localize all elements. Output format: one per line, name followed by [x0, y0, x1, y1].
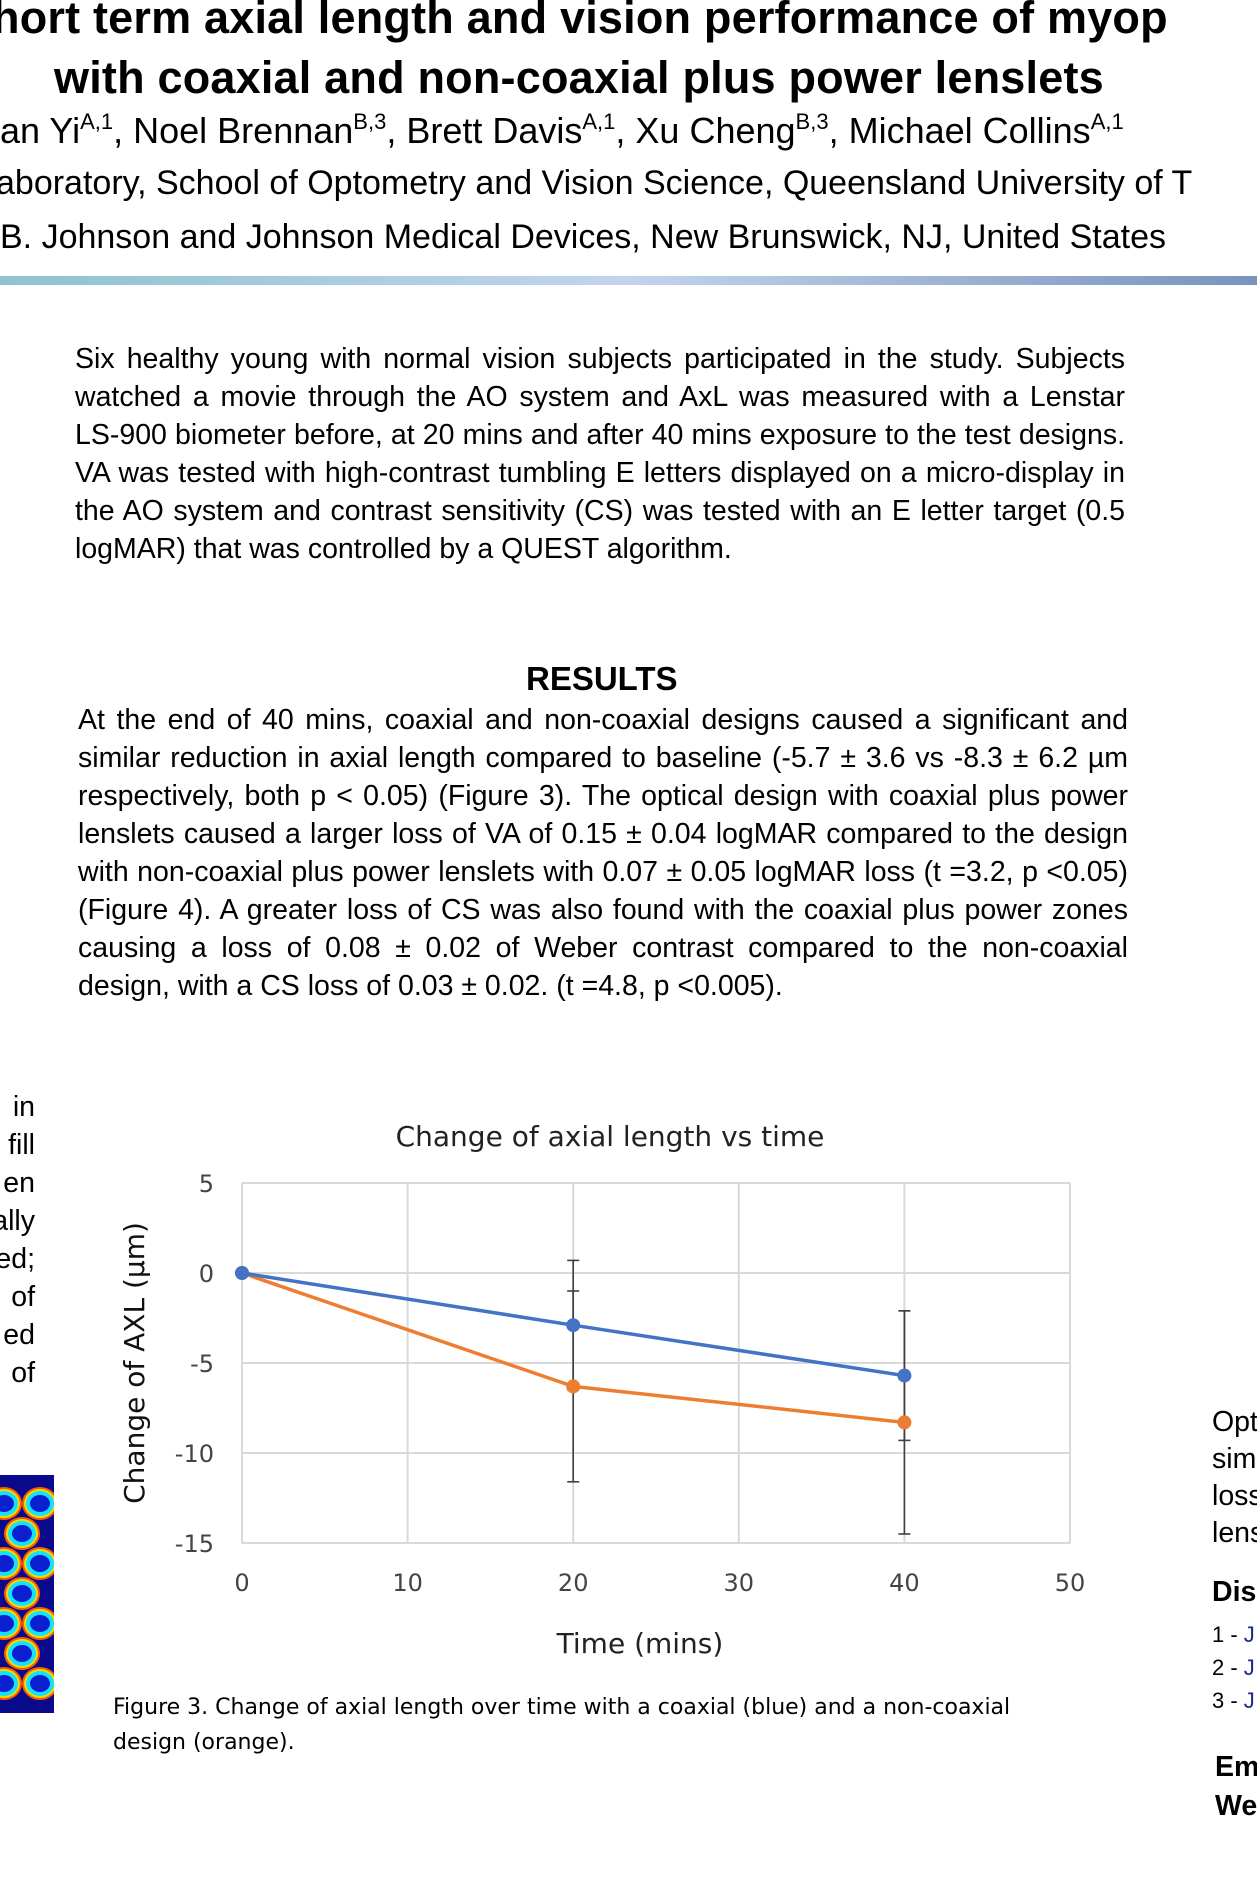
x-tick-label: 20 [558, 1569, 589, 1597]
author: Brett DavisA,1 [406, 109, 616, 151]
data-point-1 [897, 1415, 912, 1430]
affiliation-a: aboratory, School of Optometry and Visio… [0, 164, 1193, 202]
reference-item: 3 - J [1212, 1688, 1255, 1713]
author: Xu ChengB,3 [635, 109, 829, 151]
data-point-0 [235, 1266, 249, 1280]
reference-item: 2 - J [1212, 1655, 1255, 1680]
affiliation-b: B. Johnson and Johnson Medical Devices, … [0, 218, 1166, 256]
author-list: an YiA,1, Noel BrennanB,3, Brett DavisA,… [0, 109, 1124, 151]
y-tick-label: 5 [199, 1170, 214, 1198]
x-tick-label: 10 [392, 1569, 423, 1597]
disclosure-heading: Dis [1212, 1576, 1257, 1608]
header-divider [0, 276, 1257, 285]
chart-title: Change of axial length vs time [396, 1120, 825, 1153]
axial-length-chart: Change of axial length vs time Time (min… [118, 1120, 1086, 1660]
x-tick-label: 50 [1055, 1569, 1086, 1597]
author: an YiA,1 [0, 109, 114, 151]
y-tick-label: -5 [190, 1350, 214, 1378]
author: Noel BrennanB,3 [133, 109, 387, 151]
lenslet-design-image [0, 1475, 54, 1713]
left-column-text: in fill en ally ed; of ed of [0, 1091, 35, 1389]
y-axis-label: Change of AXL (µm) [118, 1222, 151, 1504]
x-tick-label: 0 [234, 1569, 249, 1597]
x-axis-label: Time (mins) [556, 1627, 724, 1660]
reference-item: 1 - J [1212, 1622, 1255, 1647]
y-tick-label: 0 [199, 1260, 214, 1288]
figure-caption: Figure 3. Change of axial length over ti… [113, 1695, 1011, 1755]
data-point-0 [897, 1368, 912, 1383]
data-point-1 [566, 1379, 581, 1394]
results-paragraph: At the end of 40 mins, coaxial and non-c… [78, 704, 1128, 1002]
author: Michael CollinsA,1 [848, 109, 1124, 151]
poster-title-line1: hort term axial length and vision perfor… [0, 0, 1168, 43]
y-tick-label: -10 [175, 1440, 214, 1468]
data-point-0 [566, 1318, 581, 1333]
results-heading: RESULTS [526, 660, 678, 697]
reference-list: 1 - J 2 - J 3 - J [1212, 1618, 1255, 1717]
x-tick-label: 40 [889, 1569, 920, 1597]
poster-title-line2: with coaxial and non-coaxial plus power … [54, 52, 1104, 103]
contact-info: Em We [1215, 1751, 1257, 1822]
methods-paragraph: Six healthy young with normal vision sub… [75, 343, 1125, 565]
x-tick-label: 30 [724, 1569, 755, 1597]
y-tick-label: -15 [175, 1530, 214, 1558]
